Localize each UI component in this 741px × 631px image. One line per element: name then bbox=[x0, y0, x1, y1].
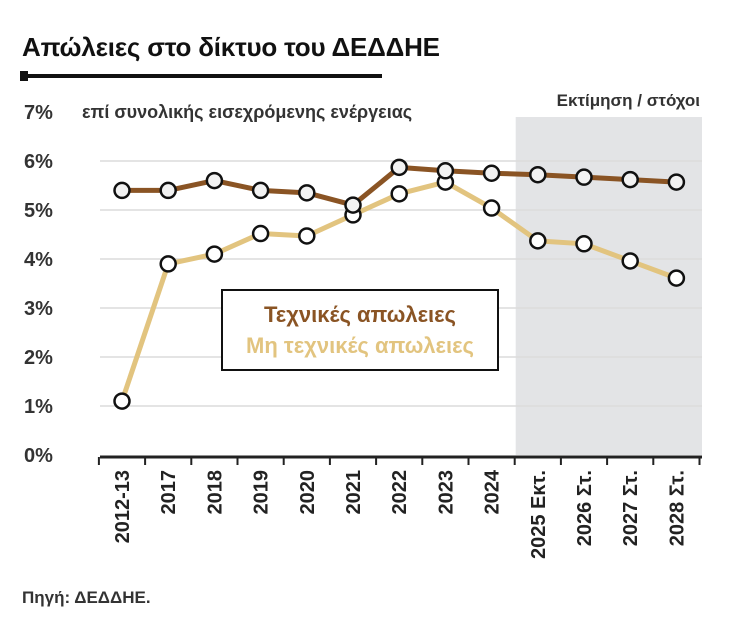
technical-loss-point bbox=[529, 165, 547, 184]
non-technical-loss-point bbox=[113, 392, 131, 410]
x-axis: 2012-13 2017 2018 2019 2020 2021 2022 2023 2024 2… bbox=[97, 455, 702, 559]
x-tick-label: 2026 Στ. bbox=[574, 470, 596, 546]
technical-loss-point bbox=[436, 162, 455, 180]
legend-box bbox=[221, 289, 499, 371]
series-layer bbox=[113, 158, 686, 410]
technical-loss-point bbox=[344, 196, 362, 214]
title-rule bbox=[20, 74, 382, 78]
non-technical-loss-point bbox=[621, 252, 639, 270]
non-technical-loss-point bbox=[298, 227, 316, 245]
forecast-region-label: Εκτίμηση / στόχοι bbox=[557, 91, 701, 110]
x-tick-label: 2024 bbox=[482, 469, 504, 514]
source-note: Πηγή: ΔΕΔΔΗΕ. bbox=[22, 588, 151, 607]
y-tick-label: 7% bbox=[24, 102, 53, 124]
non-technical-loss-point bbox=[251, 224, 270, 243]
x-tick-label: 2025 Εκτ. bbox=[528, 470, 550, 559]
y-tick-label: 5% bbox=[24, 200, 53, 222]
y-tick-label: 3% bbox=[24, 298, 53, 320]
x-tick-label: 2027 Στ. bbox=[620, 470, 642, 546]
technical-loss-point bbox=[667, 173, 686, 191]
technical-loss-point bbox=[575, 168, 593, 186]
technical-loss-point bbox=[205, 171, 224, 190]
non-technical-loss-point bbox=[390, 185, 408, 203]
x-tick-label: 2020 bbox=[297, 470, 319, 515]
y-tick-label: 0% bbox=[24, 445, 53, 467]
technical-loss-point bbox=[298, 184, 316, 202]
x-tick-label: 2023 bbox=[435, 470, 457, 515]
technical-loss-point bbox=[113, 181, 131, 200]
technical-loss-point bbox=[251, 181, 270, 200]
non-technical-loss-point bbox=[529, 232, 547, 250]
y-tick-label: 2% bbox=[24, 347, 53, 369]
y-tick-label: 6% bbox=[24, 151, 53, 173]
non-technical-loss-point bbox=[482, 199, 501, 217]
x-tick-label: 2012-13 bbox=[112, 470, 134, 543]
x-tick-label: 2022 bbox=[389, 470, 411, 515]
y-tick-label: 4% bbox=[24, 249, 53, 271]
page-title: Απώλειες στο δίκτυο του ΔΕΔΔΗΕ bbox=[22, 32, 440, 62]
x-tick-label: 2021 bbox=[343, 470, 365, 515]
legend-item-technical: Τεχνικές απωλειες bbox=[264, 302, 456, 327]
non-technical-loss-point bbox=[575, 235, 593, 253]
x-tick-label: 2017 bbox=[158, 470, 180, 515]
legend-item-non-technical: Μη τεχνικές απωλειες bbox=[246, 333, 474, 358]
x-tick-label: 2019 bbox=[251, 470, 273, 515]
non-technical-loss-point bbox=[205, 245, 224, 263]
x-tick-label: 2018 bbox=[204, 470, 226, 515]
non-technical-loss-point bbox=[667, 269, 686, 287]
non-technical-loss-point bbox=[159, 255, 177, 273]
technical-loss-point bbox=[159, 181, 177, 200]
technical-loss-point bbox=[482, 164, 501, 182]
legend: Τεχνικές απωλειες Μη τεχνικές απωλειες bbox=[221, 289, 499, 371]
technical-loss-point bbox=[390, 158, 408, 177]
x-tick-label: 2028 Στ. bbox=[666, 470, 688, 546]
y-tick-label: 1% bbox=[24, 396, 53, 418]
y-axis-ticks: 0% 1% 2% 3% 4% 5% 6% 7% bbox=[24, 102, 53, 467]
technical-loss-point bbox=[621, 170, 639, 189]
y-axis-unit-label: επί συνολικής εισεχρόμενης ενέργειας bbox=[82, 102, 412, 122]
